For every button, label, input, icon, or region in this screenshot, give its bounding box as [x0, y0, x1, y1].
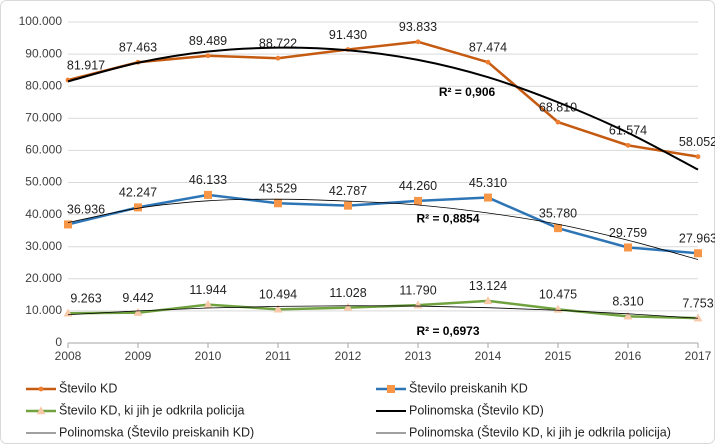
point: [414, 196, 422, 205]
data-label: 11.944: [189, 283, 226, 297]
series-line: [67, 193, 699, 255]
data-label: 10.475: [539, 288, 577, 302]
x-tick-label: 2014: [475, 349, 502, 363]
y-tick-label: 90.000: [25, 46, 62, 60]
series-line: [67, 299, 699, 320]
annotation: R² = 0,8854: [416, 212, 479, 226]
x-tick-label: 2010: [195, 349, 222, 363]
trend-line: [67, 198, 699, 260]
trend-line: [67, 46, 699, 171]
series-line: [67, 40, 699, 158]
legend-marker: [36, 406, 46, 415]
legend-label: Število KD, ki jih je odkrila policija: [59, 402, 245, 417]
y-tick-label: 50.000: [25, 175, 62, 189]
data-label: 89.489: [189, 34, 227, 48]
data-label: 11.028: [329, 286, 366, 300]
point: [203, 299, 213, 308]
y-tick-label: 40.000: [25, 207, 62, 221]
point: [555, 119, 561, 125]
point: [64, 220, 72, 229]
data-label: 87.474: [469, 41, 507, 55]
point: [343, 302, 353, 311]
data-label: 36.936: [67, 203, 105, 217]
data-label: 42.247: [119, 186, 157, 200]
data-label: 9.442: [122, 291, 153, 305]
x-tick-label: 2015: [545, 349, 572, 363]
point: [695, 154, 701, 160]
y-tick-label: 100.000: [19, 14, 63, 28]
legend-marker: [387, 385, 395, 393]
trend-line: [67, 305, 699, 319]
legend-label: Polinomska (Število preiskanih KD): [59, 424, 254, 439]
data-label: 13.124: [469, 279, 507, 293]
x-tick-label: 2012: [335, 349, 362, 363]
x-tick-label: 2009: [125, 349, 152, 363]
data-label: 8.310: [612, 295, 643, 309]
legend-label: Število preiskanih KD: [409, 380, 528, 395]
data-label: 45.310: [469, 176, 507, 190]
data-label: 42.787: [329, 184, 367, 198]
legend-label: Polinomska (Število KD): [409, 402, 544, 417]
data-label: 93.833: [399, 20, 437, 34]
point: [554, 224, 562, 233]
y-tick-label: 0: [55, 335, 62, 349]
x-tick-label: 2017: [685, 349, 712, 363]
x-tick-label: 2016: [615, 349, 642, 363]
point: [484, 193, 492, 202]
data-label: 43.529: [259, 182, 297, 196]
data-label: 68.810: [539, 100, 577, 114]
x-tick-label: 2013: [405, 349, 432, 363]
data-label: 81.917: [67, 58, 105, 72]
point: [275, 55, 281, 61]
point: [204, 190, 212, 199]
y-tick-label: 80.000: [25, 78, 62, 92]
point: [694, 249, 702, 258]
annotation: R² = 0,6973: [416, 324, 479, 338]
point: [273, 304, 283, 313]
point: [485, 59, 491, 65]
point: [134, 203, 142, 212]
point: [625, 142, 631, 148]
x-tick-label: 2008: [55, 349, 82, 363]
point: [205, 53, 211, 59]
y-tick-label: 60.000: [25, 143, 62, 157]
data-label: 29.759: [609, 226, 647, 240]
point: [133, 307, 143, 316]
data-label: 91.430: [329, 28, 367, 42]
data-label: 9.263: [70, 292, 101, 306]
point: [624, 243, 632, 252]
point: [344, 201, 352, 210]
y-tick-label: 70.000: [25, 110, 62, 124]
point: [274, 199, 282, 208]
y-tick-label: 10.000: [25, 303, 62, 317]
data-label: 87.463: [119, 41, 157, 55]
x-tick-label: 2011: [265, 349, 291, 363]
legend-marker: [38, 386, 44, 392]
data-label: 27.963: [679, 232, 715, 246]
y-tick-label: 20.000: [25, 271, 62, 285]
data-label: 35.780: [539, 206, 577, 220]
point: [415, 39, 421, 45]
data-label: 46.133: [189, 173, 227, 187]
data-label: 44.260: [399, 179, 437, 193]
point: [483, 296, 493, 305]
legend-label: Polinomska (Število KD, ki jih je odkril…: [409, 424, 671, 439]
y-tick-label: 30.000: [25, 239, 62, 253]
point: [623, 311, 633, 320]
data-label: 11.790: [399, 283, 436, 297]
data-label: 58.052: [679, 135, 715, 149]
annotation: R² = 0,906: [439, 85, 496, 99]
data-label: 7.753: [682, 296, 713, 310]
legend-label: Število KD: [59, 380, 117, 395]
point: [693, 313, 703, 322]
data-label: 10.494: [259, 288, 297, 302]
